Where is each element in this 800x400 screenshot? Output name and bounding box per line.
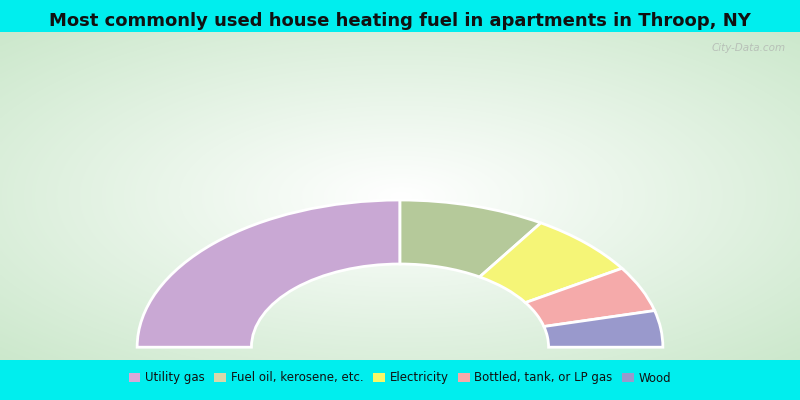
Wedge shape [400, 200, 541, 277]
Wedge shape [137, 200, 400, 347]
Text: Most commonly used house heating fuel in apartments in Throop, NY: Most commonly used house heating fuel in… [49, 12, 751, 30]
Wedge shape [480, 223, 622, 303]
Wedge shape [544, 310, 663, 347]
Legend: Utility gas, Fuel oil, kerosene, etc., Electricity, Bottled, tank, or LP gas, Wo: Utility gas, Fuel oil, kerosene, etc., E… [124, 367, 676, 389]
Text: City-Data.com: City-Data.com [711, 43, 786, 53]
Wedge shape [526, 268, 654, 326]
